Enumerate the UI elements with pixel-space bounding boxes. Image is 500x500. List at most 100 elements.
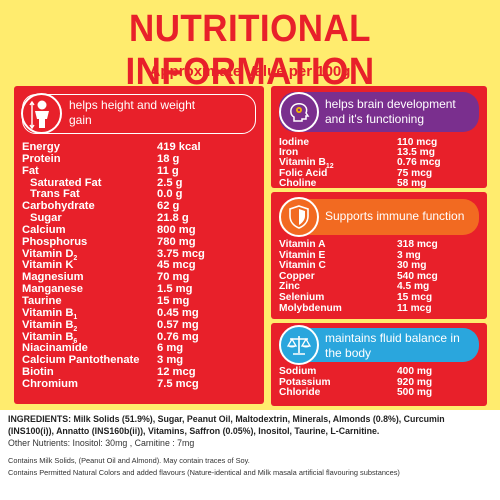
nutrient-name-text: Molybdenum	[279, 302, 342, 314]
nutrient-name-text: Chloride	[279, 387, 321, 398]
nutrient-value: 800 mg	[157, 223, 196, 236]
ingredients-box: INGREDIENTS: Milk Solids (51.9%), Sugar,…	[0, 410, 500, 500]
nutrient-row: Fat 11 g	[22, 164, 205, 178]
height-weight-table: Energy 419 kcal Protein 18 g Fat 11 g Saturate…	[22, 141, 205, 391]
balance-scale-icon	[279, 325, 319, 365]
brain-table: Iodine 110 mcg Iron 13.5 mg Vitamin B12 0.76 …	[279, 137, 441, 189]
nutrient-name-text: Vitamin B	[22, 306, 74, 319]
nutrient-row: Vitamin C 30 mg	[279, 260, 438, 272]
immune-panel: Supports immune function Vitamin A 318 mc…	[271, 192, 487, 319]
nutrient-value: 0.57 mg	[157, 318, 199, 331]
nutrient-name-text: Vitamin B	[279, 157, 326, 169]
nutrient-name: Zinc	[279, 282, 397, 293]
fluid-table: Sodium 400 mg Potassium 920 mg Chloride 500 m…	[279, 366, 433, 399]
nutrient-row: Carbohydrate 62 g	[22, 200, 205, 213]
nutrient-subscript: 6	[73, 337, 78, 345]
nutrient-name-text: Phosphorus	[22, 235, 88, 248]
nutrient-name: Calcium	[22, 224, 157, 237]
nutrient-value: 3 mg	[157, 354, 184, 367]
height-weight-header: helps height and weight gain	[21, 93, 256, 134]
nutrient-name-text: Zinc	[279, 281, 300, 293]
nutrient-value: 540 mcg	[397, 270, 438, 282]
colors-flavours-note: Contains Permitted Natural Colors and ad…	[8, 467, 400, 477]
nutrient-name-text: Potassium	[279, 376, 331, 388]
brain-panel: helps brain development and it's functio…	[271, 86, 487, 189]
nutrient-row: Vitamin K 45 mcg	[22, 260, 205, 272]
nutrient-value: 400 mg	[397, 366, 433, 377]
nutrient-row: Vitamin B12 0.76 mcg	[279, 157, 441, 171]
nutrient-name: Energy	[22, 141, 157, 154]
nutrient-name: Folic Acid	[279, 167, 397, 179]
nutrient-row: Calcium 800 mg	[22, 223, 205, 237]
nutrient-value: 0.76 mg	[157, 330, 199, 343]
nutrient-row: Copper 540 mcg	[279, 270, 438, 283]
nutrient-subscript: 2	[73, 254, 78, 262]
fluid-header: maintains fluid balance in the body	[279, 325, 479, 365]
nutrient-value: 11 mcg	[397, 302, 432, 314]
nutrient-value: 0.76 mcg	[397, 157, 441, 169]
nutrient-name: Magnesium	[22, 271, 157, 284]
height-weight-label: helps height and weight gain	[69, 98, 196, 127]
nutrient-row: Vitamin D2 3.75 mcg	[22, 247, 205, 262]
nutrient-value: 318 mcg	[397, 239, 438, 250]
nutrient-value: 7.5 mcg	[157, 377, 199, 390]
nutrient-name-text: Niacinamide	[22, 342, 88, 355]
nutrient-value: 11 g	[157, 164, 179, 177]
nutrient-row: Protein 18 g	[22, 152, 205, 166]
nutrient-name: Vitamin C	[279, 260, 397, 272]
nutrient-row: Zinc 4.5 mg	[279, 282, 438, 293]
nutrient-value: 0.0 g	[157, 188, 183, 201]
nutrient-row: Niacinamide 6 mg	[22, 342, 205, 355]
nutrient-name-text: Folic Acid	[279, 167, 328, 179]
immune-table: Vitamin A 318 mcg Vitamin E 3 mg Vitamin C 30…	[279, 239, 438, 314]
nutrient-name: Sugar	[22, 212, 157, 225]
nutrient-value: 3.75 mcg	[157, 247, 205, 260]
nutrient-name-text: Magnesium	[22, 271, 84, 284]
nutrient-row: Sugar 21.8 g	[22, 212, 205, 225]
nutrient-value: 45 mcg	[157, 259, 196, 272]
ingredients-text: INGREDIENTS: Milk Solids (51.9%), Sugar,…	[8, 414, 492, 437]
nutrient-name-text: Carbohydrate	[22, 200, 95, 213]
nutrient-row: Saturated Fat 2.5 g	[22, 177, 205, 190]
nutrient-name: Vitamin B6	[22, 331, 157, 345]
nutrient-name: Fat	[22, 165, 157, 178]
nutrient-name-text: Energy	[22, 141, 60, 153]
nutrient-name-text: Selenium	[279, 291, 325, 303]
nutrient-value: 62 g	[157, 200, 180, 213]
nutrient-name-text: Trans Fat	[30, 188, 80, 201]
immune-header: Supports immune function	[279, 197, 479, 237]
page-subtitle: Approximate Value per 100g	[149, 63, 351, 80]
nutrient-name-text: Calcium Pantothenate	[22, 354, 140, 367]
nutrient-value: 0.45 mg	[157, 306, 199, 319]
nutrient-row: Magnesium 70 mg	[22, 271, 205, 284]
nutrient-value: 419 kcal	[157, 141, 201, 153]
nutrient-value: 3 mg	[397, 249, 421, 261]
nutrient-name-text: Protein	[22, 152, 61, 165]
nutrient-row: Trans Fat 0.0 g	[22, 188, 205, 201]
nutrient-row: Biotin 12 mcg	[22, 366, 205, 379]
nutrient-row: Vitamin B1 0.45 mg	[22, 306, 205, 322]
nutrient-name: Biotin	[22, 366, 157, 379]
nutrient-name: Choline	[279, 177, 397, 189]
nutrient-name: Iron	[279, 148, 397, 158]
nutrient-value: 12 mcg	[157, 366, 196, 379]
fluid-label: maintains fluid balance in the body	[325, 331, 460, 360]
nutrient-name: Vitamin A	[279, 239, 397, 251]
nutrient-row: Taurine 15 mg	[22, 294, 205, 308]
nutrient-name-text: Vitamin A	[279, 239, 326, 250]
nutrient-name: Chromium	[22, 378, 157, 391]
nutrient-name-text: Choline	[279, 177, 317, 189]
nutrient-row: Phosphorus 780 mg	[22, 235, 205, 249]
nutrient-name: Saturated Fat	[22, 177, 157, 190]
nutrient-subscript: 12	[325, 163, 334, 171]
nutrient-subscript: 1	[73, 314, 78, 322]
nutrient-name: Calcium Pantothenate	[22, 354, 157, 367]
nutrient-name: Manganese	[22, 283, 157, 296]
height-weight-panel: helps height and weight gain Energy 419 k…	[14, 86, 264, 404]
brain-head-icon	[279, 92, 319, 132]
nutrient-value: 920 mg	[397, 376, 433, 388]
nutrient-name-text: Iodine	[279, 137, 309, 148]
nutrient-value: 70 mg	[157, 271, 190, 284]
nutrient-value: 13.5 mg	[397, 147, 435, 159]
nutrient-value: 15 mg	[157, 294, 190, 307]
